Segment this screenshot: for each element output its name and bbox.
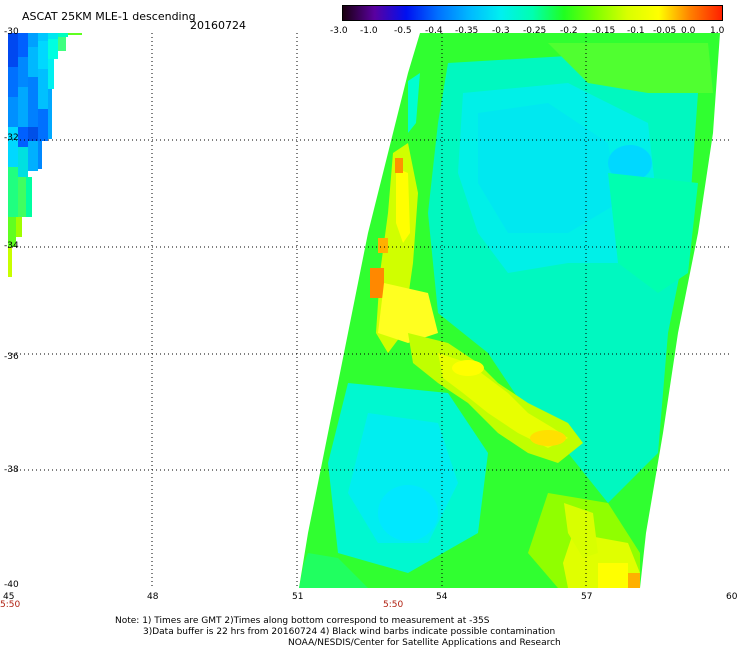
- map-date: 20160724: [190, 19, 246, 32]
- lat-label: -40: [4, 580, 19, 590]
- colorbar-label: 1.0: [710, 26, 725, 36]
- colorbar-label: -1.0: [360, 26, 378, 36]
- colorbar-label: -0.35: [455, 26, 479, 36]
- colorbar-label: -0.05: [653, 26, 677, 36]
- scatterometer-map: [8, 33, 731, 588]
- colorbar-label: -0.15: [592, 26, 616, 36]
- lon-label: 54: [436, 592, 448, 602]
- colorbar-label: -0.5: [394, 26, 412, 36]
- colorbar: [342, 5, 723, 21]
- lon-label: 45: [3, 592, 15, 602]
- time-label: 5:50: [383, 600, 404, 610]
- left-swath: [8, 33, 82, 277]
- map-title: ASCAT 25KM MLE-1 descending: [22, 10, 196, 23]
- colorbar-label: -0.4: [425, 26, 443, 36]
- right-swath: [299, 33, 720, 588]
- lon-label: 51: [292, 592, 304, 602]
- lat-label: -34: [4, 241, 19, 251]
- lat-label: -30: [4, 27, 19, 37]
- lon-label: 48: [147, 592, 159, 602]
- colorbar-label: -3.0: [330, 26, 348, 36]
- colorbar-labels: -3.0 -1.0 -0.5 -0.4 -0.35 -0.3 -0.25 -0.…: [330, 26, 735, 38]
- colorbar-label: -0.1: [627, 26, 645, 36]
- lon-gridlines: [151, 33, 587, 588]
- lat-label: -36: [4, 352, 19, 362]
- footnotes: Note: 1) Times are GMT 2)Times along bot…: [115, 616, 561, 649]
- lat-label: -38: [4, 465, 19, 475]
- colorbar-label: -0.25: [523, 26, 547, 36]
- lon-label: 57: [581, 592, 593, 602]
- lon-label: 60: [726, 592, 738, 602]
- footnote-line: 3)Data buffer is 22 hrs from 20160724 4)…: [143, 627, 556, 637]
- colorbar-label: 0.0: [681, 26, 696, 36]
- footnote-line: Note: 1) Times are GMT 2)Times along bot…: [115, 616, 490, 626]
- colorbar-label: -0.2: [560, 26, 578, 36]
- time-label: 5:50: [0, 600, 21, 610]
- footnote-line: NOAA/NESDIS/Center for Satellite Applica…: [288, 638, 561, 648]
- lat-gridlines: [8, 139, 731, 471]
- lat-label: -32: [4, 133, 19, 143]
- colorbar-label: -0.3: [492, 26, 510, 36]
